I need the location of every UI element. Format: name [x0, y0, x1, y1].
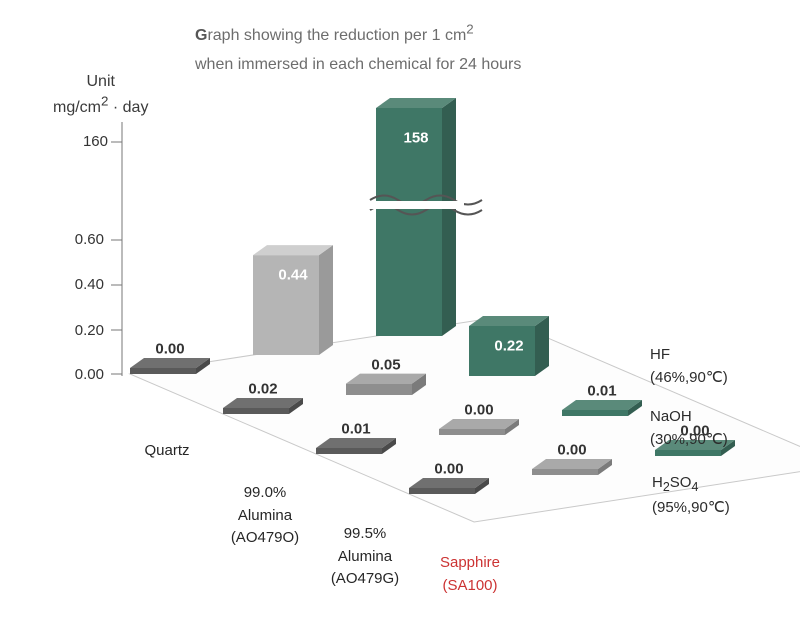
bar-value-label: 0.01 — [587, 383, 616, 400]
bar-value-label: 0.00 — [557, 442, 586, 459]
bar-value-label: 158 — [403, 130, 428, 147]
bar-value-label: 0.00 — [434, 461, 463, 478]
bar-value-label: 0.44 — [278, 267, 307, 284]
x-category-label: Quartz — [112, 440, 222, 463]
x-category-label: 99.0%Alumina(AO479O) — [210, 482, 320, 550]
bar-value-label: 0.01 — [341, 421, 370, 438]
bar-value-label: 0.00 — [155, 341, 184, 358]
bar-value-label: 0.00 — [680, 423, 709, 440]
x-category-label: 99.5%Alumina(AO479G) — [310, 523, 420, 591]
y-tick: 0.00 — [54, 366, 104, 383]
y-tick: 0.20 — [54, 322, 104, 339]
y-tick: 160 — [58, 133, 108, 150]
bar-value-label: 0.05 — [371, 356, 400, 373]
bar-value-label: 0.02 — [248, 381, 277, 398]
x-category-label: Sapphire(SA100) — [415, 552, 525, 597]
y-tick: 0.40 — [54, 276, 104, 293]
y-tick: 0.60 — [54, 231, 104, 248]
z-series-label: H2SO4(95%,90℃) — [652, 472, 730, 519]
z-series-label: HF(46%,90℃) — [650, 344, 728, 389]
bar-value-label: 0.00 — [464, 402, 493, 419]
bar-value-label: 0.22 — [494, 338, 523, 355]
